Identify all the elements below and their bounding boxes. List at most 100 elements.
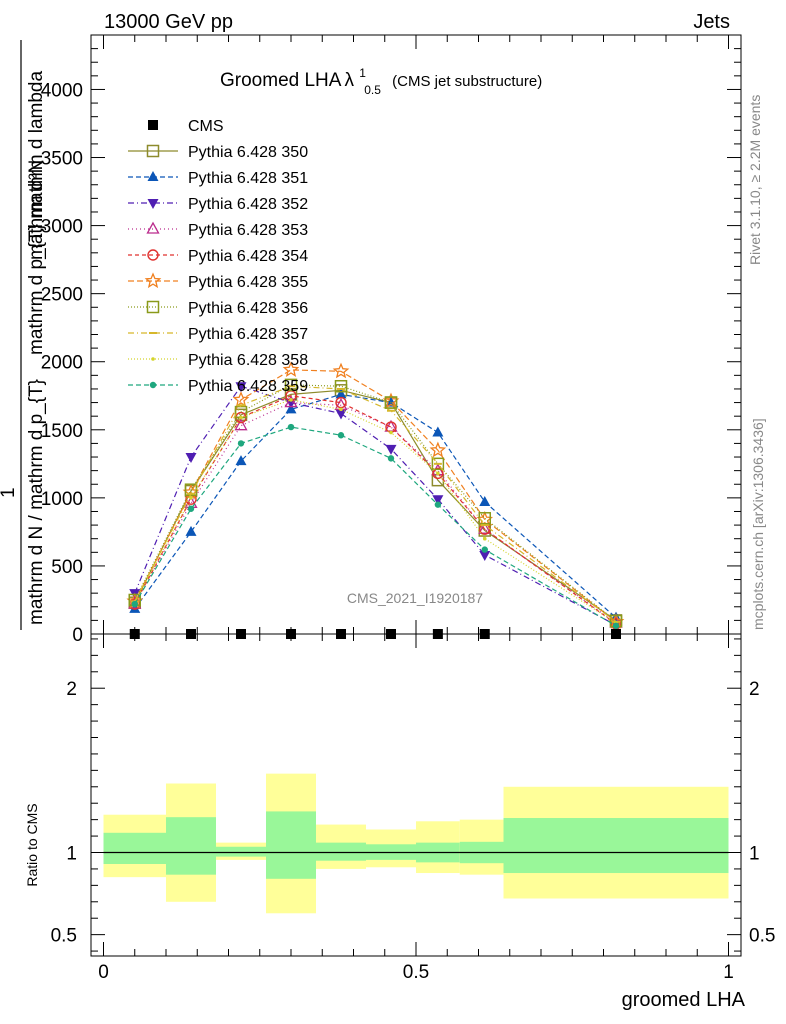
legend-label: Pythia 6.428 353 <box>188 222 308 239</box>
legend-item: Pythia 6.428 352 <box>128 196 308 213</box>
data-point <box>185 525 197 536</box>
data-point <box>151 357 155 361</box>
data-point <box>431 457 445 471</box>
data-point <box>185 453 197 464</box>
data-point <box>234 418 248 431</box>
series-line <box>134 399 617 624</box>
legend-item: Pythia 6.428 355 <box>128 272 308 291</box>
series-line <box>134 393 617 619</box>
y-tick-label: 500 <box>51 557 83 578</box>
data-point <box>612 622 620 630</box>
y-tick-label: 3500 <box>41 149 83 170</box>
ratio-y-tick-label-right: 0.5 <box>749 926 775 947</box>
data-point <box>287 423 295 431</box>
ratio-y-tick-label: 2 <box>66 679 77 700</box>
y-tick-label: 4000 <box>41 80 83 101</box>
legend-label: Pythia 6.428 357 <box>188 326 308 343</box>
data-point <box>282 361 300 378</box>
data-point <box>481 546 488 553</box>
data-point <box>479 551 491 562</box>
data-point <box>144 272 162 289</box>
series-line <box>134 385 617 626</box>
data-point <box>148 120 158 130</box>
legend-label: Pythia 6.428 351 <box>188 170 308 187</box>
data-point <box>149 381 157 389</box>
data-point <box>429 441 447 458</box>
data-point <box>146 300 160 314</box>
series-line <box>134 369 617 623</box>
x-axis-title: groomed LHA <box>622 989 746 1011</box>
legend-item: Pythia 6.428 357 <box>128 326 308 343</box>
data-point <box>235 382 247 393</box>
data-point <box>389 430 393 435</box>
y-tick-label: 2000 <box>41 353 83 374</box>
data-point <box>385 444 397 455</box>
data-point <box>335 388 347 399</box>
rivet-label: Rivet 3.1.10, ≥ 2.2M events <box>747 95 763 265</box>
data-point <box>432 426 444 437</box>
ratio-y-tick-label-right: 2 <box>749 679 760 700</box>
legend: CMS Pythia 6.428 350 Pythia 6.428 351 Pythi… <box>128 118 308 395</box>
data-point <box>235 455 247 466</box>
ratio-y-tick-label-right: 1 <box>749 844 760 865</box>
data-point <box>384 396 398 409</box>
ratio-y-title: Ratio to CMS <box>24 803 40 886</box>
legend-item: Pythia 6.428 358 <box>128 352 308 369</box>
y-tick-label: 1500 <box>41 421 83 442</box>
data-point <box>146 221 160 234</box>
series-line <box>134 395 617 625</box>
data-point <box>147 199 159 209</box>
data-point <box>479 495 491 506</box>
stat-uncertainty-band <box>103 832 166 864</box>
mcplots-label: mcplots.cern.ch [arXiv:1306.3436] <box>750 418 766 630</box>
data-point <box>131 600 138 608</box>
ratio-y-tick-label: 1 <box>66 844 77 865</box>
data-point <box>387 455 395 462</box>
y-tick-label: 2500 <box>41 285 83 306</box>
data-point <box>339 407 343 412</box>
legend-item: Pythia 6.428 351 <box>128 170 308 187</box>
y-title-prefix: 1 <box>0 487 19 498</box>
data-point <box>147 249 159 261</box>
y-tick-label: 1000 <box>41 489 83 510</box>
data-point <box>284 378 298 392</box>
legend-label: Pythia 6.428 358 <box>188 352 308 369</box>
data-point <box>237 440 245 447</box>
data-point <box>482 536 487 541</box>
series-pythia-6-428-355 <box>126 361 625 629</box>
legend-item: CMS <box>148 118 224 135</box>
legend-label: Pythia 6.428 354 <box>188 248 308 265</box>
stat-uncertainty-band <box>503 818 729 874</box>
legend-item: Pythia 6.428 353 <box>128 221 308 239</box>
stat-uncertainty-band <box>216 846 266 857</box>
legend-label: CMS <box>188 118 224 135</box>
stat-uncertainty-band <box>166 817 216 875</box>
data-point <box>334 379 348 393</box>
main-y-axis-title: mathrm d²N mathrm d p_{T} mathrm d lambd… <box>0 40 47 630</box>
main-axes: 0 500 1000 1500 2000 2500 3000 3500 4000 <box>41 34 741 646</box>
main-series-group <box>126 361 625 639</box>
data-point <box>434 501 442 508</box>
data-point <box>432 467 444 480</box>
data-point <box>284 395 298 408</box>
legend-item: Pythia 6.428 359 <box>128 378 308 395</box>
energy-label: 13000 GeV pp <box>104 11 233 33</box>
y-title-numerator: mathrm d²N <box>26 160 47 260</box>
data-point <box>289 398 293 402</box>
y-title-denominator: mathrm d N / mathrm d p_{T} <box>26 379 47 625</box>
legend-label: Pythia 6.428 350 <box>188 144 308 161</box>
ratio-bands <box>103 773 729 914</box>
legend-label: Pythia 6.428 355 <box>188 274 308 291</box>
data-point <box>184 483 198 496</box>
legend-item: Pythia 6.428 350 <box>128 144 308 161</box>
y-title-secondary: mathrm d p_{T} mathrm d lambda <box>26 71 47 355</box>
legend-label: Pythia 6.428 356 <box>188 300 308 317</box>
data-point <box>232 391 250 407</box>
series-line <box>134 401 617 624</box>
data-point <box>478 521 492 534</box>
data-point <box>189 496 193 500</box>
chart-title: Groomed LHA λ 1 0.5 (CMS jet substructure… <box>220 61 542 99</box>
data-point <box>239 415 243 420</box>
data-point <box>187 505 195 512</box>
